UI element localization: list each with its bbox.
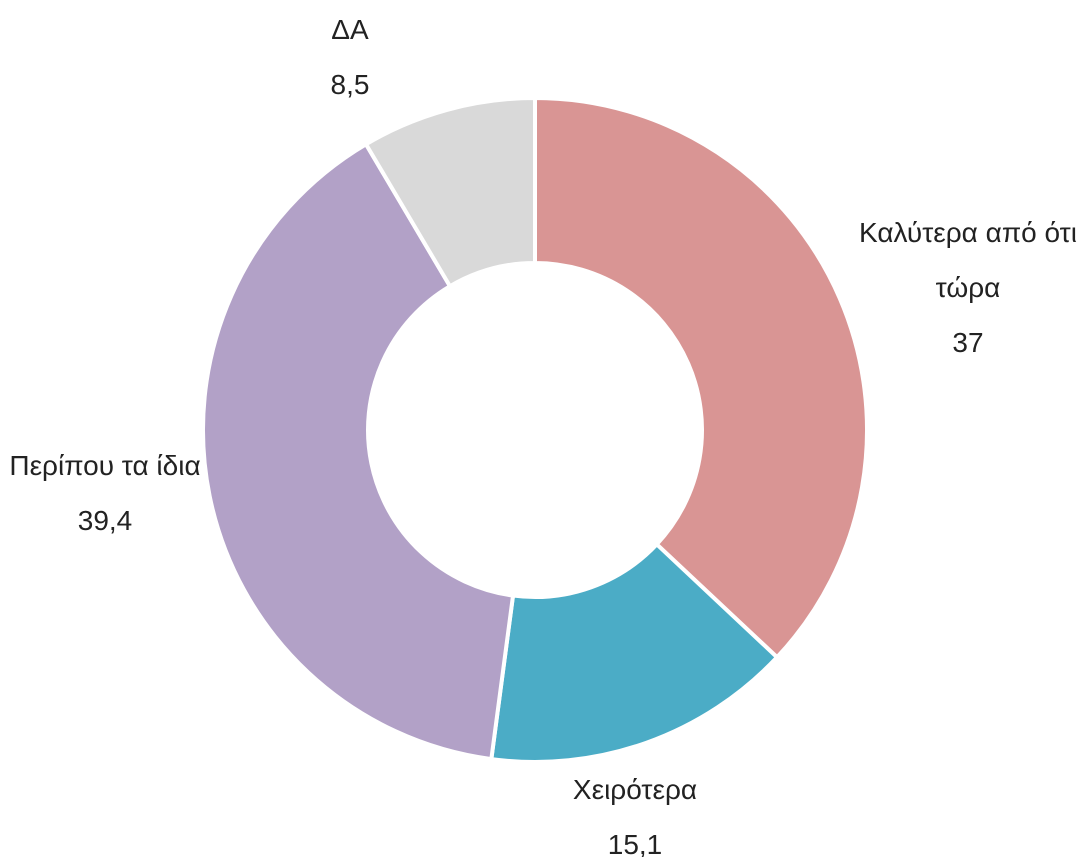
category-label: ΔΑ xyxy=(331,14,369,45)
value-label: 37 xyxy=(952,327,984,358)
donut-slice xyxy=(489,541,780,764)
slice-label: Περίπου τα ίδια 39,4 xyxy=(5,438,205,548)
slice-label: Χειρότερα 15,1 xyxy=(515,762,755,857)
slice-label: ΔΑ 8,5 xyxy=(250,2,450,112)
category-label: Χειρότερα xyxy=(572,774,698,805)
category-label: Καλύτερα από ότι τώρα xyxy=(859,217,1077,303)
category-label: Περίπου τα ίδια xyxy=(9,450,201,481)
donut-slice xyxy=(363,95,537,289)
value-label: 8,5 xyxy=(330,69,370,100)
donut-slice xyxy=(201,141,516,762)
donut-slice xyxy=(533,95,869,661)
slice-label: Καλύτερα από ότι τώρα 37 xyxy=(848,205,1088,370)
value-label: 15,1 xyxy=(607,829,663,857)
value-label: 39,4 xyxy=(77,505,133,536)
